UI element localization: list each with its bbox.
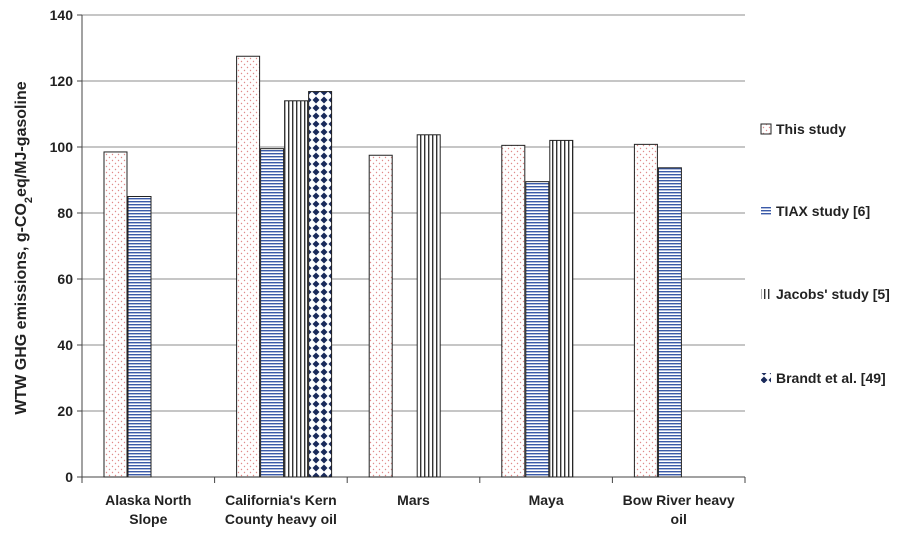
bar-vlines <box>284 100 309 478</box>
bar-vlines <box>416 134 441 478</box>
y-tick-label: 20 <box>57 403 73 419</box>
legend-label: Jacobs' study [5] <box>776 286 890 302</box>
bar-dots <box>501 144 526 478</box>
legend-label: This study <box>776 121 846 137</box>
bar-hlines <box>657 167 682 478</box>
axis-labels: 0 20 40 60 80 100 120 140 Alaska North Slope Calif… <box>13 7 735 527</box>
bar-dots <box>103 151 128 478</box>
y-tick-label: 100 <box>50 139 74 155</box>
x-tick-label: Slope <box>129 511 167 527</box>
legend-label: Brandt et al. [49] <box>776 370 886 386</box>
x-tick-label: California's Kern <box>225 492 336 508</box>
bar-hlines <box>525 181 550 478</box>
x-tick-label: oil <box>671 511 687 527</box>
x-tick-label: Alaska North <box>105 492 191 508</box>
y-axis-label: WTW GHG emissions, g-CO2eq/MJ-gasoline <box>13 81 35 414</box>
x-tick-label: Maya <box>529 492 564 508</box>
bar-hlines <box>260 148 285 478</box>
legend-swatch <box>761 289 771 299</box>
bar-hlines <box>127 196 152 478</box>
x-tick-label: Mars <box>397 492 430 508</box>
bar-dots <box>236 55 261 478</box>
bar-diamonds <box>308 91 333 478</box>
x-tick-label: Bow River heavy <box>623 492 735 508</box>
x-tick-label: County heavy oil <box>225 511 337 527</box>
y-tick-label: 80 <box>57 205 73 221</box>
gridlines <box>82 14 745 412</box>
legend-swatch <box>760 123 772 135</box>
bars <box>103 55 682 478</box>
y-tick-label: 120 <box>50 73 74 89</box>
legend: This study TIAX study [6] Jacobs' study [5… <box>760 121 890 386</box>
bar-dots <box>633 143 658 478</box>
y-tick-label: 40 <box>57 337 73 353</box>
bar-vlines <box>549 139 574 478</box>
legend-label: TIAX study [6] <box>776 203 870 219</box>
legend-swatch <box>761 206 771 216</box>
y-tick-label: 0 <box>65 469 73 485</box>
y-tick-label: 60 <box>57 271 73 287</box>
y-tick-label: 140 <box>50 7 74 23</box>
bar-dots <box>368 154 393 478</box>
legend-swatch <box>761 373 771 383</box>
